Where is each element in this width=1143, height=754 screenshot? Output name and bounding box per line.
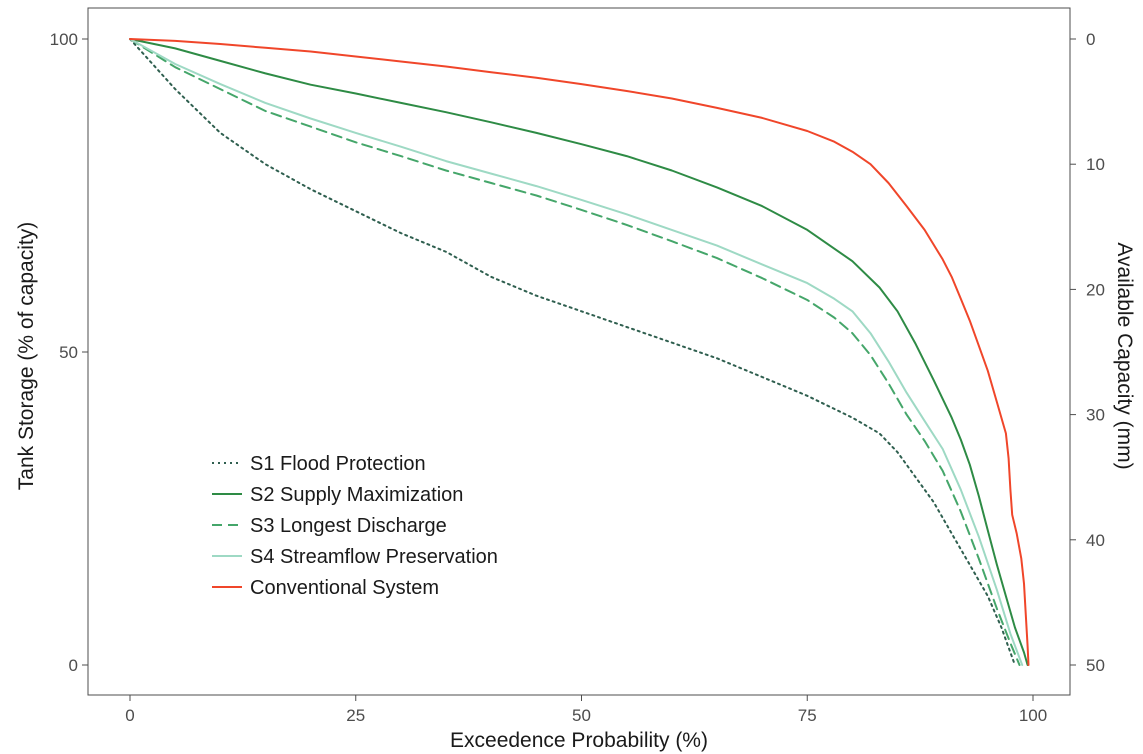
x-tick-label: 100	[1019, 706, 1047, 725]
series-layer	[129, 38, 1030, 666]
y2-tick-label: 0	[1086, 30, 1095, 49]
x-tick-label: 75	[798, 706, 817, 725]
y2-tick-label: 40	[1086, 531, 1105, 550]
legend: S1 Flood Protection S2 Supply Maximizatio…	[212, 453, 498, 599]
x-axis: 0 25 50 75 100	[125, 695, 1047, 725]
y2-tick-label: 50	[1086, 656, 1105, 675]
y-tick-label: 50	[59, 343, 78, 362]
series-line-1	[129, 38, 1016, 666]
y-axis-title: Tank Storage (% of capacity)	[15, 222, 38, 490]
x-tick-label: 0	[125, 706, 134, 725]
x-tick-label: 25	[346, 706, 365, 725]
x-axis-title: Exceedence Probability (%)	[450, 729, 708, 752]
y2-tick-label: 30	[1086, 406, 1105, 425]
x-tick-label: 50	[572, 706, 591, 725]
y-axis-left: 0 50 100	[50, 30, 88, 675]
y-tick-label: 100	[50, 30, 78, 49]
legend-label-4: S4 Streamflow Preservation	[250, 546, 498, 568]
legend-label-3: S3 Longest Discharge	[250, 515, 447, 537]
y2-tick-label: 20	[1086, 280, 1105, 299]
legend-label-1: S1 Flood Protection	[250, 453, 426, 475]
legend-label-5: Conventional System	[250, 577, 439, 599]
y2-tick-label: 10	[1086, 155, 1105, 174]
series-line-2	[129, 38, 1029, 666]
legend-label-2: S2 Supply Maximization	[250, 484, 463, 506]
series-line-3	[129, 38, 1021, 666]
series-line-4	[129, 38, 1024, 666]
y2-axis-title: Available Capacity (mm)	[1113, 242, 1136, 469]
y-tick-label: 0	[69, 656, 78, 675]
y-axis-right: 0 10 20 30 40 50	[1070, 30, 1105, 675]
series-line-5	[129, 38, 1030, 666]
plot-panel	[87, 7, 1071, 696]
